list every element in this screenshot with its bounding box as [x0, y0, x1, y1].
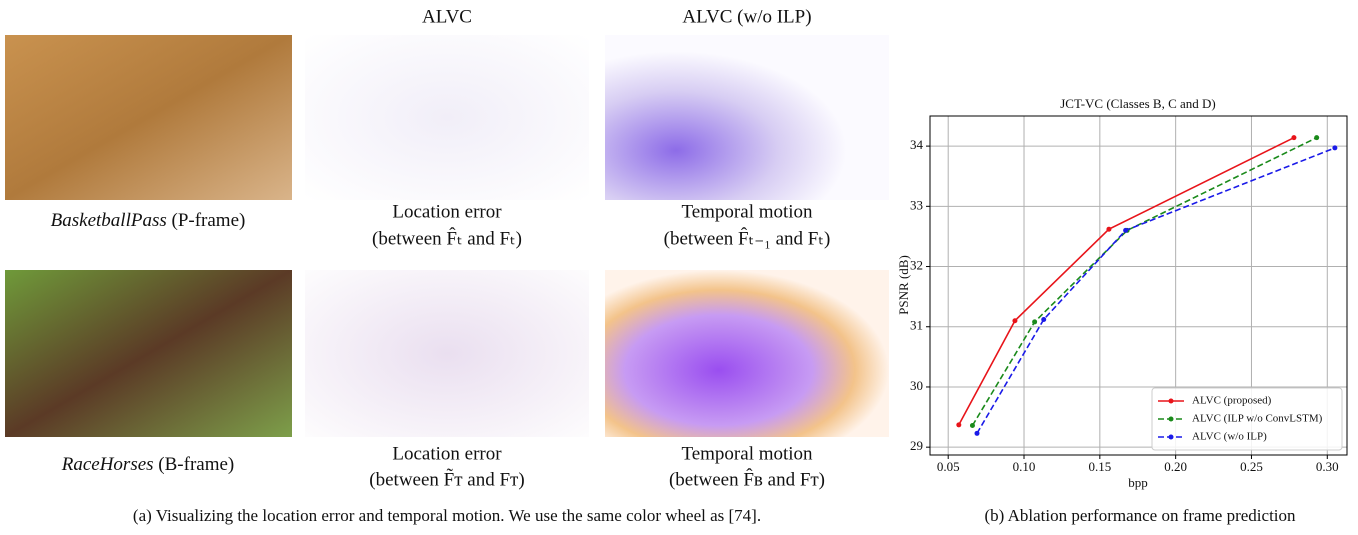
y-tick-label: 32: [910, 258, 923, 273]
legend-box: [1151, 387, 1343, 451]
caption-title: Location error: [392, 201, 502, 222]
photo-racehorses: [5, 270, 292, 437]
data-point: [1314, 135, 1320, 141]
row-label: RaceHorses (B-frame): [61, 454, 235, 475]
flow-map: [605, 270, 889, 437]
data-point: [1012, 318, 1018, 324]
data-point: [1106, 226, 1112, 232]
x-tick-label: 0.20: [1164, 459, 1187, 474]
x-tick-label: 0.30: [1316, 459, 1339, 474]
legend-marker: [1168, 416, 1174, 422]
x-tick-label: 0.10: [1013, 459, 1036, 474]
data-point: [1332, 145, 1338, 151]
caption-detail: (between F̃ᴛ and Fᴛ): [369, 468, 524, 491]
data-point: [956, 422, 962, 428]
flow-map: [305, 270, 589, 437]
legend-label: ALVC (w/o ILP): [1192, 431, 1267, 443]
video-name: BasketballPass: [51, 210, 167, 231]
flow-map: [605, 35, 889, 200]
column-header: ALVC (w/o ILP): [682, 6, 811, 27]
y-tick-label: 29: [910, 438, 923, 453]
subfigure-caption: (b) Ablation performance on frame predic…: [984, 506, 1296, 525]
legend-label: ALVC (ILP w/o ConvLSTM): [1192, 413, 1323, 425]
data-point: [1123, 227, 1129, 233]
data-point: [1291, 135, 1297, 141]
legend-marker: [1168, 434, 1174, 440]
frame-type: (B-frame): [158, 454, 234, 475]
caption-title: Temporal motion: [681, 443, 813, 464]
y-tick-label: 31: [910, 318, 923, 333]
caption-detail: (between F̂ₜ₋₁ and Fₜ): [664, 228, 831, 250]
video-name: RaceHorses: [61, 454, 154, 475]
series-line: [976, 147, 1336, 434]
data-point: [974, 430, 980, 436]
caption-title: Temporal motion: [681, 201, 813, 222]
y-tick-label: 33: [910, 197, 923, 212]
row-label: BasketballPass (P-frame): [51, 210, 246, 231]
frame-type: (P-frame): [172, 210, 246, 231]
flow-map: [305, 35, 589, 200]
caption-detail: (between F̂ʙ and Fᴛ): [669, 469, 825, 491]
chart-title: JCT-VC (Classes B, C and D): [1060, 96, 1216, 111]
legend-label: ALVC (proposed): [1192, 395, 1272, 407]
y-tick-label: 30: [910, 378, 923, 393]
series-line: [958, 136, 1295, 426]
data-point: [1041, 317, 1047, 323]
caption-title: Location error: [392, 443, 502, 464]
data-point: [969, 422, 975, 428]
subfigure-caption: (a) Visualizing the location error and t…: [133, 506, 761, 525]
data-point: [1032, 319, 1038, 325]
photo-basketball: [5, 35, 292, 200]
x-tick-label: 0.25: [1240, 459, 1263, 474]
caption-detail: (between F̂ₜ and Fₜ): [372, 228, 522, 250]
x-tick-label: 0.15: [1088, 459, 1111, 474]
x-tick-label: 0.05: [937, 459, 960, 474]
series-line: [971, 136, 1318, 426]
y-tick-label: 34: [910, 137, 924, 152]
plot-frame: [929, 115, 1348, 456]
x-axis-label: bpp: [1128, 475, 1148, 490]
column-header: ALVC: [422, 6, 472, 27]
y-axis-label: PSNR (dB): [896, 255, 911, 315]
legend-marker: [1168, 398, 1174, 404]
